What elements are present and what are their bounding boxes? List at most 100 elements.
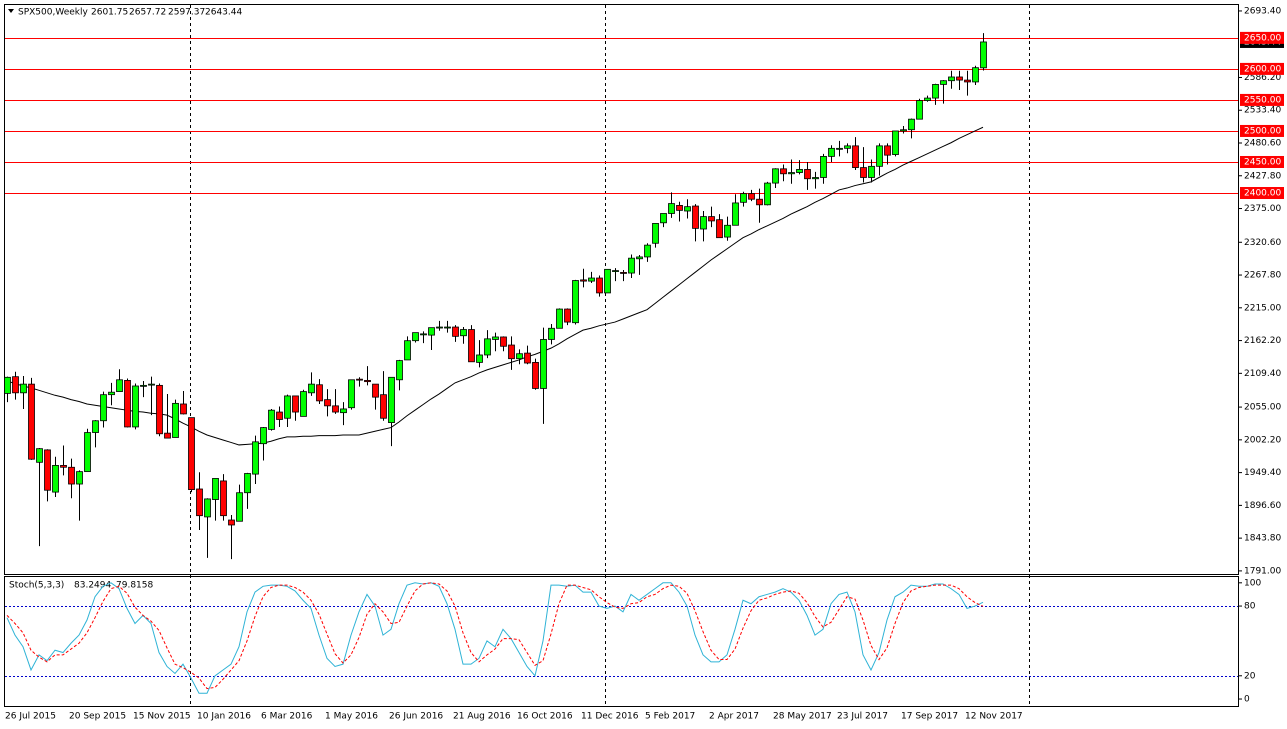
candle-body [396, 360, 403, 381]
header-open: 2601.75 [91, 8, 128, 18]
candle-body [644, 244, 651, 258]
candle-body [508, 344, 515, 360]
candle-body [268, 409, 275, 430]
candle-body [636, 256, 643, 260]
candle-body [36, 448, 43, 463]
candle-body [12, 376, 19, 394]
candle-body [484, 338, 491, 356]
y-tick-label: 2215.00 [1244, 303, 1281, 313]
candle-body [68, 466, 75, 485]
candle-body [236, 492, 243, 522]
candle-body [764, 182, 771, 206]
y-tick-label: 2002.20 [1244, 435, 1281, 445]
candle-body [44, 449, 51, 491]
candle-body [180, 403, 187, 415]
candle-body [788, 172, 795, 175]
main-frame [4, 4, 1239, 575]
candle-body [140, 384, 147, 387]
candle-body [596, 277, 603, 294]
candle-body [780, 168, 787, 175]
x-tick-label: 10 Jan 2016 [197, 712, 251, 722]
candle-body [436, 326, 443, 329]
level-label: 2600.00 [1244, 64, 1281, 74]
candle-body [420, 333, 427, 336]
x-tick-label: 16 Oct 2016 [517, 712, 573, 722]
candle-body [548, 327, 555, 340]
candle-body [852, 145, 859, 168]
candle-body [316, 384, 323, 402]
candle-body [380, 394, 387, 419]
candle-body [692, 205, 699, 229]
candle-body [812, 177, 819, 180]
stoch-line [6, 582, 984, 690]
x-tick-label: 21 Aug 2016 [453, 712, 511, 722]
menu-arrow[interactable] [8, 9, 14, 13]
candle-body [116, 379, 123, 392]
level-label-bg [1240, 155, 1284, 168]
candle-body [964, 79, 971, 83]
candle-body [324, 399, 331, 407]
y-tick-label: 2267.80 [1244, 271, 1281, 281]
x-tick-label: 1 May 2016 [325, 712, 378, 722]
candle-body [940, 80, 947, 85]
candle-body [524, 352, 531, 364]
candle-body [572, 280, 579, 324]
y-tick-label: 100 [1244, 578, 1261, 588]
candle-body [492, 336, 499, 340]
candle-body [580, 279, 587, 282]
candle-body [732, 202, 739, 226]
candle-body [172, 402, 179, 438]
y-tick-label: 80 [1244, 602, 1256, 612]
candle-body [92, 420, 99, 433]
candle-body [676, 205, 683, 211]
x-tick-label: 12 Nov 2017 [965, 712, 1023, 722]
candle-body [148, 383, 155, 386]
stoch-frame [4, 576, 1239, 707]
y-tick-label: 2693.40 [1244, 6, 1281, 16]
candle-body [52, 465, 59, 493]
stoch-k-value: 83.2494 [74, 581, 111, 591]
candle-body [308, 383, 315, 394]
y-tick-label: 2480.60 [1244, 138, 1281, 148]
candle-body [60, 465, 67, 468]
x-tick-label: 26 Jul 2015 [5, 712, 56, 722]
candle-body [76, 471, 83, 485]
candle-body [372, 383, 379, 398]
candle-body [412, 332, 419, 342]
y-tick-label: 1949.40 [1244, 468, 1281, 478]
x-tick-label: 20 Sep 2015 [69, 712, 126, 722]
candle-body [284, 395, 291, 419]
candle-body [84, 432, 91, 473]
stoch-d-value: 79.8158 [116, 581, 153, 591]
candle-body [444, 326, 451, 329]
candle-body [404, 340, 411, 361]
stoch-line [6, 582, 984, 694]
candle-body [356, 378, 363, 381]
candle-body [300, 391, 307, 417]
y-tick-label: 2109.40 [1244, 369, 1281, 379]
period-separators [190, 5, 1030, 706]
candle-body [532, 362, 539, 389]
candle-body [876, 145, 883, 167]
candle-body [716, 219, 723, 239]
candle-body [28, 383, 35, 460]
candle-body [828, 147, 835, 157]
x-tick-label: 2 Apr 2017 [709, 712, 759, 722]
x-tick-label: 28 May 2017 [773, 712, 832, 722]
y-tick-label: 2533.40 [1244, 106, 1281, 116]
level-label: 2450.00 [1244, 157, 1281, 167]
candle-body [772, 168, 779, 184]
candle-body [164, 432, 171, 439]
y-tick-label: 2586.20 [1244, 73, 1281, 83]
candle-body [452, 326, 459, 337]
candle-body [628, 257, 635, 274]
y-tick-label: 2055.00 [1244, 403, 1281, 413]
candle-body [820, 156, 827, 178]
candle-body [196, 488, 203, 517]
level-label: 2550.00 [1244, 95, 1281, 105]
candle-body [916, 100, 923, 120]
candle-body [292, 395, 299, 413]
symbol-title: SPX500,Weekly [18, 8, 89, 18]
